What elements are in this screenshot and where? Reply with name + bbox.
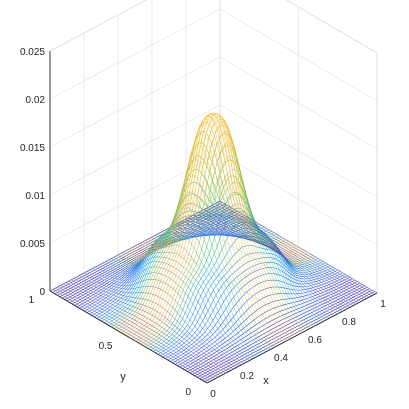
mesh-line: [190, 216, 348, 309]
surface-mesh: [49, 112, 378, 384]
x-tick-label: 0.2: [240, 371, 254, 382]
x-tick-label: 0: [210, 389, 216, 400]
x-tick-label: 0.4: [274, 353, 288, 364]
mesh-line: [92, 266, 250, 361]
grid-line: [49, 104, 221, 196]
mesh-line: [105, 234, 263, 354]
mesh-line: [164, 203, 322, 323]
mesh-line: [73, 278, 232, 371]
mesh-line: [60, 285, 218, 378]
mesh-line: [71, 279, 229, 372]
x-axis-label: x: [263, 375, 269, 387]
z-tick-label: 0.025: [20, 47, 45, 58]
grid-line: [49, 8, 221, 100]
mesh-line: [169, 215, 327, 320]
z-tick-label: 0.02: [26, 95, 46, 106]
mesh-line: [57, 286, 216, 379]
y-axis-line: [49, 290, 208, 384]
y-tick-label: 0.5: [99, 341, 113, 352]
mesh-line: [97, 256, 255, 358]
z-tick-label: 0.005: [20, 239, 45, 250]
x-tick-label: 0.6: [308, 335, 322, 346]
mesh-line: [94, 217, 265, 318]
mesh-line: [113, 191, 271, 350]
mesh-line: [206, 207, 364, 301]
mesh-line: [158, 182, 317, 326]
mesh-line: [199, 288, 370, 379]
box-edge: [49, 0, 148, 52]
mesh-line: [198, 212, 356, 305]
mesh-line: [87, 271, 245, 364]
mesh-line: [134, 113, 293, 339]
mesh-line: [174, 219, 332, 318]
y-axis-label: y: [120, 371, 126, 383]
mesh-line: [142, 116, 301, 334]
mesh-line: [63, 283, 221, 377]
mesh-line: [140, 113, 298, 336]
x-tick-label: 0.8: [342, 317, 356, 328]
mesh-line: [52, 289, 210, 382]
mesh-line: [166, 210, 325, 322]
mesh-line: [193, 214, 351, 308]
mesh-line: [214, 203, 372, 296]
mesh-line: [217, 202, 375, 295]
mesh-line: [76, 276, 234, 370]
y-tick-label: 1: [28, 295, 34, 306]
mesh-line: [95, 261, 253, 360]
mesh-line: [79, 275, 237, 368]
grid-line: [49, 56, 221, 148]
mesh-line: [89, 269, 247, 363]
mesh-line: [209, 206, 367, 299]
mesh-line: [121, 145, 279, 346]
mesh-line: [84, 272, 242, 365]
mesh-line: [81, 273, 240, 367]
mesh-line: [203, 209, 362, 302]
mesh-line: [65, 282, 224, 375]
mesh-line: [219, 200, 378, 294]
mesh-line: [148, 131, 306, 332]
mesh-line: [180, 221, 338, 315]
mesh-line: [179, 276, 351, 368]
mesh-line: [201, 289, 373, 381]
mesh-line: [201, 210, 359, 303]
tick-labels: 00.20.40.60.8100.5100.0050.010.0150.020.…: [20, 47, 386, 400]
mesh-line: [68, 281, 226, 374]
x-tick-label: 1: [380, 299, 386, 310]
z-tick-label: 0.015: [20, 143, 45, 154]
mesh-line: [182, 220, 340, 313]
axes-box: [49, 0, 378, 294]
x-axis-line: [206, 292, 378, 384]
mesh-line: [132, 115, 290, 340]
mesh-line: [153, 155, 311, 329]
y-tick-label: 0: [185, 387, 191, 398]
mesh-line: [172, 217, 330, 319]
mesh-line: [102, 244, 261, 356]
mesh-line: [211, 205, 370, 298]
mesh-line: [177, 221, 335, 316]
mesh-line: [145, 122, 303, 333]
mesh-line: [55, 288, 213, 381]
z-tick-label: 0.01: [26, 191, 46, 202]
grid-line: [49, 0, 148, 52]
mesh-line: [100, 252, 258, 357]
grid-line: [128, 246, 299, 338]
mesh-line: [185, 219, 343, 312]
mesh-line: [110, 207, 269, 351]
axes-front-edges: [49, 51, 378, 384]
z-tick-label: 0: [39, 287, 45, 298]
